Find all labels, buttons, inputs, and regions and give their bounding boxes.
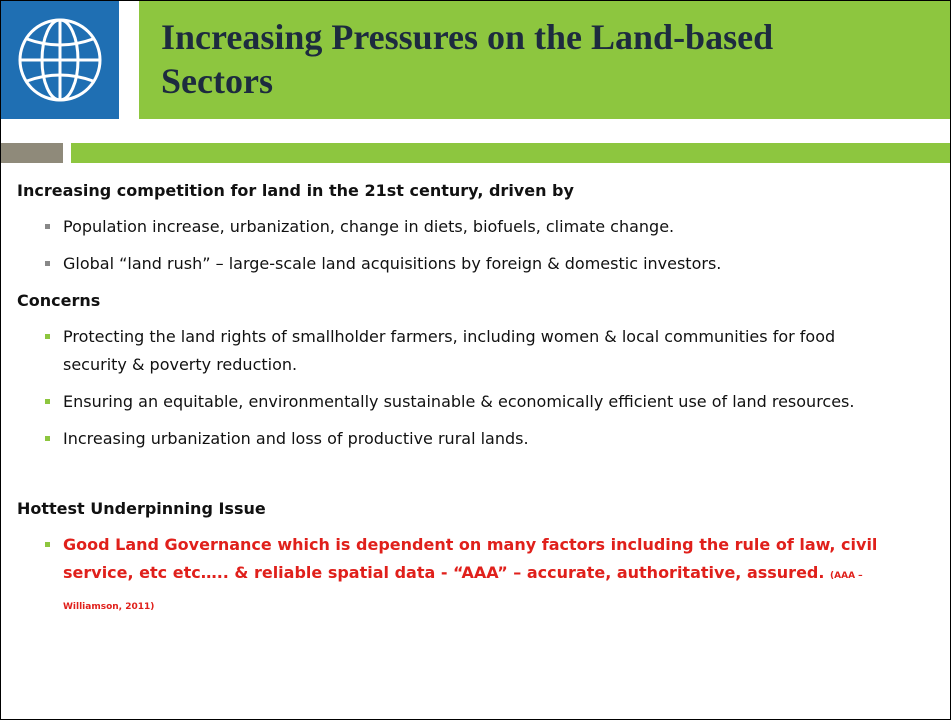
bullet: Increasing urbanization and loss of prod… <box>17 425 883 453</box>
section-heading: Concerns <box>17 291 101 310</box>
accent-bar <box>71 143 950 163</box>
section-heading: Hottest Underpinning Issue <box>17 499 266 518</box>
bullet-text: Ensuring an equitable, environmentally s… <box>63 392 855 411</box>
bullet: Good Land Governance which is dependent … <box>17 531 883 621</box>
bullet-text: Protecting the land rights of smallholde… <box>63 327 836 374</box>
bullet: Ensuring an equitable, environmentally s… <box>17 388 883 416</box>
content: Increasing competition for land in the 2… <box>17 177 937 630</box>
bullet-text: Population increase, urbanization, chang… <box>63 217 675 236</box>
section: Concerns Protecting the land rights of sm… <box>17 287 937 453</box>
section: Increasing competition for land in the 2… <box>17 177 937 278</box>
title-box: Increasing Pressures on the Land-based S… <box>139 1 950 119</box>
citation: (AAA – Williamson, 2011) <box>63 571 863 612</box>
accent-bar <box>1 143 63 163</box>
bullet-text: Increasing urbanization and loss of prod… <box>63 429 529 448</box>
bullet: Population increase, urbanization, chang… <box>17 213 883 241</box>
bullet: Protecting the land rights of smallholde… <box>17 323 883 379</box>
bullet-text: Global “land rush” – large-scale land ac… <box>63 254 722 273</box>
bullet: Global “land rush” – large-scale land ac… <box>17 250 883 278</box>
section-heading: Increasing competition for land in the 2… <box>17 181 574 200</box>
section: Hottest Underpinning Issue Good Land Gove… <box>17 495 937 621</box>
bullet-list: Population increase, urbanization, chang… <box>17 213 937 278</box>
bullet-list: Good Land Governance which is dependent … <box>17 531 937 621</box>
logo <box>1 1 119 119</box>
bullet-text: Good Land Governance which is dependent … <box>63 535 878 582</box>
bullet-list: Protecting the land rights of smallholde… <box>17 323 937 453</box>
slide-title: Increasing Pressures on the Land-based S… <box>161 17 774 101</box>
